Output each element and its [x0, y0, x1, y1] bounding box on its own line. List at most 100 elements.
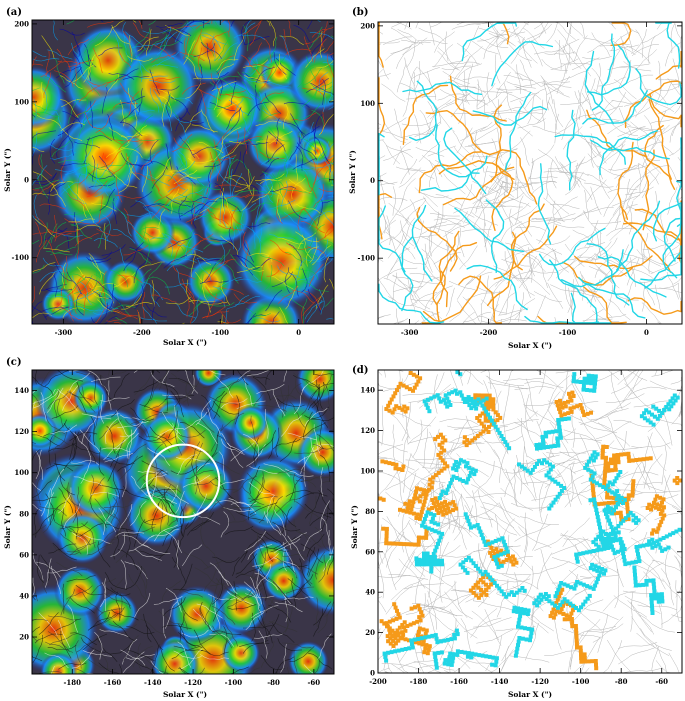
orange-network-cell: [400, 636, 405, 641]
field-line: [87, 611, 110, 631]
background-field-line: [417, 590, 441, 623]
orange-network-cell: [559, 607, 564, 612]
field-line: [107, 114, 115, 141]
orange-network-cell: [591, 495, 596, 500]
field-line: [67, 192, 87, 211]
cyan-network-cell: [466, 477, 471, 482]
background-field-line: [533, 22, 560, 30]
field-line: [115, 34, 124, 61]
field-line: [303, 411, 313, 440]
cyan-network-cell: [546, 594, 551, 599]
cyan-network-cell: [541, 594, 546, 599]
field-line: [53, 270, 58, 298]
cyan-network-cell: [419, 636, 424, 641]
field-line: [99, 315, 118, 324]
cyan-network-cell: [472, 472, 477, 477]
cyan-network-cell: [436, 522, 441, 527]
field-line: [302, 255, 329, 262]
background-field-line: [622, 482, 663, 486]
orange-network-cell: [605, 491, 610, 496]
field-line: [96, 164, 124, 169]
field-line: [137, 36, 159, 52]
orange-network-cell: [626, 451, 631, 456]
cyan-network-cell: [593, 455, 598, 460]
field-line: [316, 379, 323, 409]
cyan-network-cell: [464, 464, 468, 469]
cyan-network-cell: [548, 462, 552, 467]
field-line: [247, 101, 270, 117]
field-line: [245, 193, 272, 198]
cyan-network-line: [466, 264, 528, 311]
orange-network-cell: [410, 503, 415, 508]
field-line: [227, 492, 246, 517]
field-line: [225, 93, 252, 100]
orange-network-cell: [424, 489, 429, 494]
field-line: [310, 82, 334, 96]
cyan-network-cell: [618, 470, 623, 474]
cyan-network-cell: [427, 409, 432, 414]
field-line: [213, 139, 220, 166]
field-line: [211, 605, 236, 625]
background-field-line: [562, 517, 590, 547]
field-line: [59, 28, 85, 36]
orange-network-cell: [672, 478, 677, 483]
background-field-line: [610, 144, 624, 172]
orange-network-cell: [486, 430, 491, 434]
field-line: [272, 521, 301, 532]
cyan-network-cell: [516, 624, 520, 629]
background-field-line: [642, 481, 681, 492]
background-field-line: [452, 494, 462, 534]
cyan-network-cell: [478, 569, 483, 574]
orange-network-cell: [613, 464, 618, 469]
x-tick-label: -180: [64, 678, 82, 687]
cyan-network-cell: [621, 518, 626, 523]
field-line: [262, 169, 281, 187]
field-line: [122, 638, 138, 665]
field-line: [103, 502, 133, 509]
orange-network-cell: [554, 600, 559, 605]
background-field-line: [378, 314, 391, 324]
field-line: [176, 268, 187, 293]
field-line: [92, 219, 109, 242]
cyan-network-cell: [547, 475, 552, 480]
cyan-network-cell: [494, 659, 499, 664]
cyan-network-cell: [488, 575, 493, 580]
field-line: [90, 613, 116, 630]
orange-network-cell: [656, 526, 661, 531]
field-line: [132, 22, 152, 41]
field-line: [89, 491, 119, 497]
field-line: [275, 497, 301, 514]
background-field-line: [616, 377, 643, 409]
background-field-line: [517, 118, 546, 129]
field-line: [170, 390, 184, 418]
cyan-network-cell: [492, 581, 497, 585]
background-field-line: [572, 206, 599, 222]
cyan-network-cell: [425, 555, 430, 560]
field-line: [186, 291, 192, 318]
field-line: [220, 506, 251, 510]
cyan-network-cell: [650, 537, 655, 542]
background-field-line: [550, 159, 557, 189]
orange-network-cell: [471, 585, 476, 590]
orange-network-cell: [378, 496, 383, 501]
cyan-network-cell: [649, 596, 654, 601]
orange-network-cell: [394, 462, 399, 467]
cyan-network-cell: [544, 597, 549, 601]
field-line: [235, 553, 257, 575]
field-line: [268, 604, 292, 623]
field-line: [88, 182, 115, 188]
cyan-network-cell: [501, 592, 506, 597]
field-line: [164, 174, 186, 191]
background-field-line: [409, 273, 439, 280]
field-line: [36, 554, 45, 583]
orange-network-cell: [484, 592, 489, 597]
background-field-line: [560, 98, 590, 105]
field-line: [34, 633, 63, 644]
orange-network-cell: [391, 541, 396, 546]
orange-network-cell: [393, 466, 398, 471]
orange-network-line: [418, 151, 482, 194]
cyan-network-cell: [430, 516, 435, 521]
background-field-line: [624, 383, 655, 411]
cyan-network-cell: [513, 653, 518, 658]
field-line: [248, 57, 266, 78]
